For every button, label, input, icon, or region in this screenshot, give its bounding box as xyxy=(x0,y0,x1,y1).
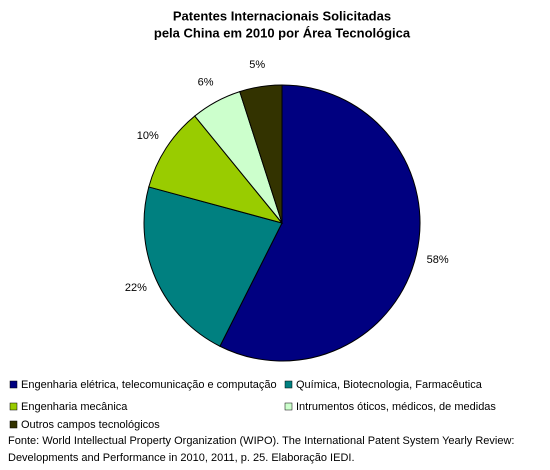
legend-label: Química, Biotecnologia, Farmacêutica xyxy=(296,379,483,391)
pie-slice xyxy=(239,84,283,224)
chart-title: pela China em 2010 por Área Tecnológica xyxy=(154,25,411,40)
source-note: Fonte: World Intellectual Property Organ… xyxy=(8,435,514,447)
pie-slice xyxy=(148,115,284,224)
data-label: 10% xyxy=(137,130,159,142)
legend-label: Engenharia mecânica xyxy=(21,401,128,413)
legend-label: Intrumentos óticos, médicos, de medidas xyxy=(296,401,496,413)
legend-swatch xyxy=(9,402,18,411)
pie-slice xyxy=(143,186,283,347)
chart-title: Patentes Internacionais Solicitadas xyxy=(173,8,391,23)
legend-swatch xyxy=(9,420,18,429)
data-label: 5% xyxy=(249,59,265,71)
legend-label: Engenharia elétrica, telecomunicação e c… xyxy=(21,379,277,391)
source-note: Developments and Performance in 2010, 20… xyxy=(8,452,355,464)
legend-swatch xyxy=(284,380,293,389)
data-label: 22% xyxy=(125,282,147,294)
data-label: 6% xyxy=(198,76,214,88)
legend-swatch xyxy=(9,380,18,389)
legend-label: Outros campos tecnológicos xyxy=(21,419,160,431)
data-label: 58% xyxy=(427,254,449,266)
legend-swatch xyxy=(284,402,293,411)
pie-slice xyxy=(219,84,421,362)
